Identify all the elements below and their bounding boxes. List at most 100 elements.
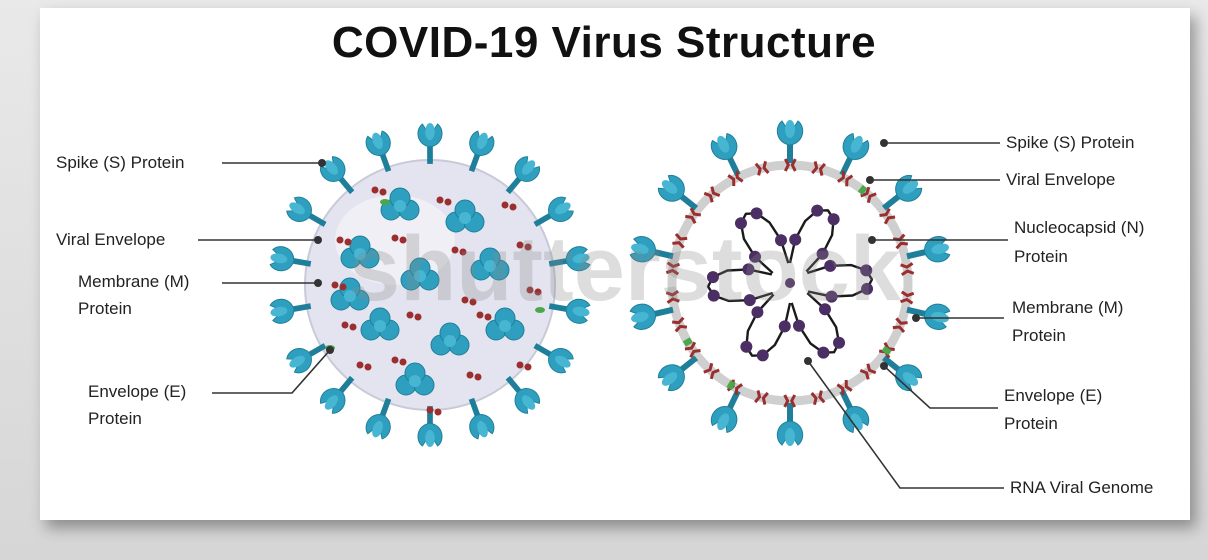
membrane-protein-icon <box>783 394 797 408</box>
membrane-protein-icon <box>754 390 769 405</box>
membrane-protein-icon <box>524 243 532 251</box>
envelope-protein-icon <box>726 380 736 391</box>
membrane-protein-icon <box>509 203 517 211</box>
envelope-protein-icon <box>881 345 892 356</box>
spike-protein-icon <box>629 303 674 331</box>
nucleocapsid-protein-icon <box>749 250 762 263</box>
spike-protein-icon <box>533 196 574 227</box>
membrane-protein-icon <box>860 186 877 204</box>
membrane-protein-icon <box>414 313 422 321</box>
membrane-protein-icon <box>783 158 797 172</box>
membrane-protein-icon <box>364 363 372 371</box>
membrane-protein-icon <box>434 408 442 416</box>
membrane-protein-icon <box>469 298 477 306</box>
spike-protein-icon <box>881 174 923 211</box>
membrane-protein-icon <box>379 188 387 196</box>
membrane-protein-icon <box>703 362 720 380</box>
membrane-protein-icon <box>484 313 492 321</box>
nucleocapsid-protein-icon <box>756 349 769 362</box>
label-left-membrane-protein-line2: Protein <box>78 299 132 318</box>
nucleocapsid-protein-icon <box>785 278 795 288</box>
label-right-envelope-protein-line2: Protein <box>1004 414 1058 433</box>
nucleocapsid-protein-icon <box>811 204 824 217</box>
membrane-protein-icon <box>461 296 469 304</box>
spike-protein-icon <box>657 174 699 211</box>
membrane-protein-icon <box>391 234 399 242</box>
nucleocapsid-protein-icon <box>750 207 763 220</box>
label-left-viral-envelope: Viral Envelope <box>56 230 166 249</box>
membrane-protein-icon <box>900 290 915 305</box>
spike-protein-icon <box>881 355 923 392</box>
nucleocapsid-protein-icon <box>824 259 837 272</box>
nucleocapsid-protein-icon <box>706 271 719 284</box>
membrane-protein-icon <box>336 236 344 244</box>
membrane-protein-icon <box>466 371 474 379</box>
spike-protein-face-icon <box>400 257 440 291</box>
spike-protein-face-icon <box>380 187 420 221</box>
spike-protein-icon <box>548 246 591 272</box>
membrane-protein-icon <box>879 207 896 225</box>
nucleocapsid-protein-icon <box>792 319 805 332</box>
membrane-protein-icon <box>685 207 702 224</box>
nucleocapsid-protein-icon <box>817 346 830 359</box>
spike-protein-icon <box>468 130 495 173</box>
membrane-protein-icon <box>892 317 908 333</box>
spike-protein-icon <box>839 389 870 434</box>
nucleocapsid-protein-icon <box>861 282 874 295</box>
nucleocapsid-protein-icon <box>833 336 846 349</box>
spike-protein-face-icon <box>430 322 470 356</box>
label-right-membrane-line1: Membrane (M) <box>1012 298 1124 317</box>
right-virus-cross-section <box>629 120 951 446</box>
spike-protein-icon <box>776 120 804 163</box>
label-right-nucleocapsid-line2: Protein <box>1014 247 1068 266</box>
nucleocapsid-protein-icon <box>818 303 831 316</box>
nucleocapsid-protein-icon <box>775 234 788 247</box>
membrane-protein-icon <box>399 236 407 244</box>
nucleocapsid-protein-icon <box>743 294 756 307</box>
spike-protein-icon <box>906 235 951 263</box>
membrane-protein-icon <box>727 170 744 187</box>
spike-protein-icon <box>417 123 443 164</box>
envelope-protein-icon <box>380 199 390 205</box>
spike-protein-icon <box>906 303 951 331</box>
spike-protein-icon <box>286 196 327 227</box>
spike-protein-icon <box>468 397 495 440</box>
membrane-protein-icon <box>534 288 542 296</box>
nucleocapsid-protein-icon <box>789 233 802 246</box>
rna-strand <box>706 268 774 303</box>
spike-protein-icon <box>286 343 327 374</box>
spike-protein-icon <box>320 375 355 414</box>
watermark-text: shutterstock <box>349 218 902 320</box>
label-left-envelope-protein-line1: Envelope (E) <box>88 382 187 401</box>
membrane-protein-icon <box>371 186 379 194</box>
label-left-spike-protein: Spike (S) Protein <box>56 153 185 172</box>
membrane-protein-icon <box>516 361 524 369</box>
nucleocapsid-protein-icon <box>740 340 753 353</box>
membrane-protein-icon <box>349 323 357 331</box>
label-right-membrane-line2: Protein <box>1012 326 1066 345</box>
spike-protein-icon <box>657 355 699 392</box>
diagram-title: COVID-19 Virus Structure <box>331 18 877 67</box>
spike-protein-face-icon <box>445 199 485 233</box>
membrane-protein-icon <box>526 286 534 294</box>
label-right-viral-envelope: Viral Envelope <box>1006 170 1116 189</box>
membrane-protein-icon <box>516 241 524 249</box>
membrane-protein-icon <box>459 248 467 256</box>
label-right-spike-protein: Spike (S) Protein <box>1006 133 1135 152</box>
spike-protein-icon <box>365 397 392 440</box>
membrane-protein-icon <box>391 356 399 364</box>
nucleocapsid-protein-icon <box>707 289 720 302</box>
membrane-protein-icon <box>703 186 721 203</box>
rna-strand <box>806 263 874 298</box>
membrane-protein-icon <box>811 161 826 176</box>
spike-protein-icon <box>505 375 540 414</box>
spike-protein-face-icon <box>470 247 510 281</box>
membrane-protein-icon <box>836 379 853 396</box>
membrane-protein-icon <box>399 358 407 366</box>
spike-protein-icon <box>710 389 741 434</box>
membrane-protein-icon <box>356 361 364 369</box>
spike-protein-face-icon <box>340 235 380 269</box>
membrane-protein-icon <box>436 196 444 204</box>
membrane-protein-icon <box>451 246 459 254</box>
rna-strand <box>745 293 792 357</box>
